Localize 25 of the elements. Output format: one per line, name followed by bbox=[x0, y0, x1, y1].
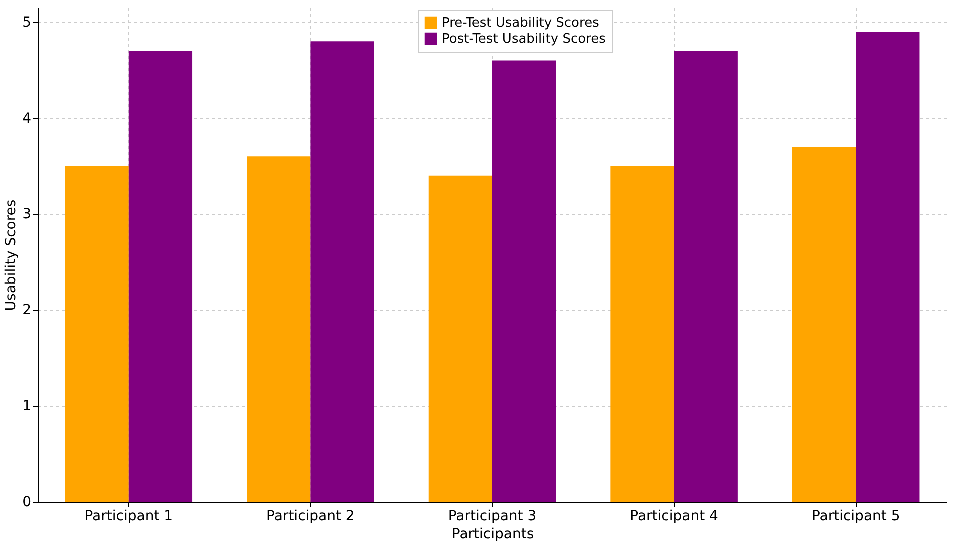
y-tick-label: 2 bbox=[22, 302, 32, 319]
x-tick-label: Participant 2 bbox=[266, 508, 355, 524]
bar bbox=[128, 51, 193, 502]
bar bbox=[65, 166, 129, 502]
y-tick-label: 5 bbox=[22, 14, 32, 31]
y-tick-label: 3 bbox=[22, 206, 32, 223]
bar bbox=[856, 32, 920, 502]
x-tick-label: Participant 4 bbox=[630, 508, 719, 524]
y-axis-title: Usability Scores bbox=[4, 200, 20, 312]
x-tick-label: Participant 5 bbox=[812, 508, 900, 524]
y-tick-label: 4 bbox=[22, 110, 32, 127]
bar bbox=[674, 51, 738, 502]
x-tick-label: Participant 1 bbox=[84, 508, 174, 524]
bar bbox=[492, 60, 556, 502]
y-tick-label: 0 bbox=[22, 494, 32, 510]
x-tick-label: Participant 3 bbox=[448, 508, 537, 524]
legend-label: Post-Test Usability Scores bbox=[442, 32, 606, 47]
legend-label: Pre-Test Usability Scores bbox=[442, 16, 600, 31]
bar bbox=[247, 156, 311, 502]
bar bbox=[428, 176, 492, 502]
bar bbox=[310, 42, 374, 502]
x-axis-title: Participants bbox=[452, 526, 534, 542]
bar bbox=[792, 147, 856, 502]
y-tick-label: 1 bbox=[22, 398, 32, 415]
bar bbox=[610, 166, 674, 502]
